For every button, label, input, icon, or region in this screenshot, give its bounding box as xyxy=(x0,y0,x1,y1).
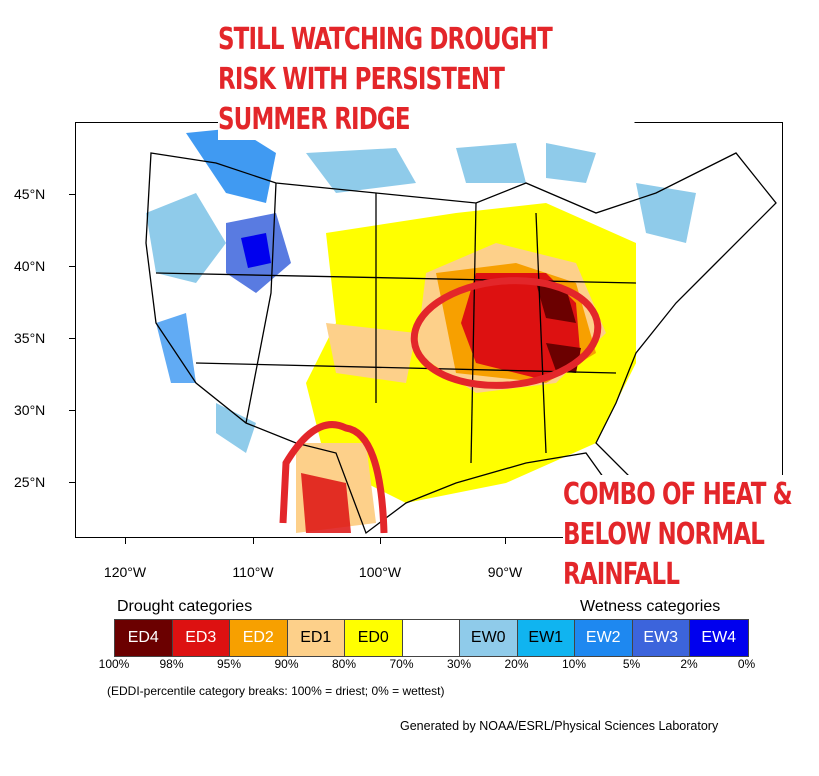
lon-label: 110°W xyxy=(232,564,274,580)
legend-cell: ED3 xyxy=(172,620,230,656)
lon-tick xyxy=(380,538,381,544)
legend-colorbar: ED4 ED3 ED2 ED1 ED0 EW0 EW1 EW2 EW3 EW4 xyxy=(114,619,749,657)
annotation-line: SUMMER RIDGE xyxy=(218,102,411,137)
highlight-circles xyxy=(279,277,602,534)
legend-cell: ED0 xyxy=(345,620,403,656)
legend-break-label: 95% xyxy=(216,657,242,671)
lat-tick xyxy=(69,410,75,411)
legend-break-label: 10% xyxy=(561,657,587,671)
legend-break-label: 2% xyxy=(680,657,698,671)
drought-categories-title: Drought categories xyxy=(117,598,253,615)
lon-tick xyxy=(505,538,506,544)
legend-cell: EW3 xyxy=(632,620,690,656)
legend-break-label: 98% xyxy=(159,657,184,671)
annotation-line: RISK WITH PERSISTENT xyxy=(218,62,505,97)
wetness-categories-title: Wetness categories xyxy=(580,598,721,615)
annotation-line: RAINFALL xyxy=(563,557,680,592)
annotation-line: STILL WATCHING DROUGHT xyxy=(218,22,553,57)
state-borders xyxy=(145,152,777,535)
title-annotation: STILL WATCHING DROUGHT RISK WITH PERSIST… xyxy=(218,20,635,140)
legend-break-label: 20% xyxy=(504,657,529,671)
legend-cell: ED2 xyxy=(230,620,288,656)
legend-break-label: 100% xyxy=(98,657,130,671)
legend-cell: ED1 xyxy=(287,620,345,656)
credit: Generated by NOAA/ESRL/Physical Sciences… xyxy=(400,719,719,733)
legend-cell: ED4 xyxy=(115,620,173,656)
lon-label: 120°W xyxy=(103,564,147,580)
legend-cell: EW1 xyxy=(517,620,575,656)
annotation-line: COMBO OF HEAT & xyxy=(563,477,793,512)
lat-label: 25°N xyxy=(14,474,46,490)
legend-break-label: 70% xyxy=(389,657,414,671)
eddi-map xyxy=(75,122,783,538)
map-svg xyxy=(145,128,777,535)
lat-tick xyxy=(69,266,75,267)
lon-label: 100°W xyxy=(358,564,402,580)
lat-tick xyxy=(69,338,75,339)
legend-cell: EW0 xyxy=(460,620,518,656)
legend-break-label: 30% xyxy=(446,657,472,671)
lon-tick xyxy=(253,538,254,544)
legend-note: (EDDI-percentile category breaks: 100% =… xyxy=(107,684,445,698)
lat-label: 30°N xyxy=(14,402,46,418)
lat-label: 35°N xyxy=(14,330,46,346)
legend-cell: EW2 xyxy=(575,620,633,656)
wet-areas xyxy=(146,128,696,453)
annotation-line: BELOW NORMAL xyxy=(563,517,765,552)
legend-break-label: 80% xyxy=(331,657,357,671)
lat-label: 45°N xyxy=(14,186,46,202)
lon-tick xyxy=(125,538,126,544)
lat-tick xyxy=(69,194,75,195)
legend-break-label: 0% xyxy=(737,657,756,671)
legend-break-label: 5% xyxy=(622,657,641,671)
lat-tick xyxy=(69,482,75,483)
legend-break-label: 90% xyxy=(274,657,299,671)
legend-cell: EW4 xyxy=(690,620,748,656)
side-annotation: COMBO OF HEAT & BELOW NORMAL RAINFALL xyxy=(563,475,818,595)
lat-label: 40°N xyxy=(14,258,46,274)
lon-label: 90°W xyxy=(487,564,523,580)
legend-cell xyxy=(402,620,460,656)
